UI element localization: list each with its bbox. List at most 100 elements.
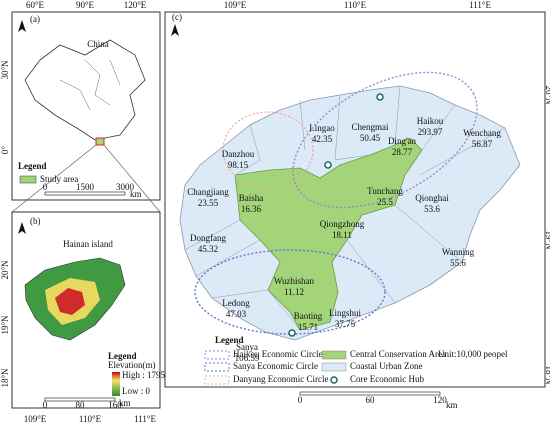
- danyang-economic-circle: [222, 111, 314, 189]
- county-value: 293.97: [418, 127, 443, 137]
- county-name: Changjiang: [187, 187, 229, 197]
- unit-note: Unit:10,000 peopel: [438, 349, 508, 359]
- lon-tick: 109°E: [224, 0, 247, 10]
- legend-item: Central Conservation Area: [350, 349, 446, 359]
- county-name: Chengmai: [352, 122, 389, 132]
- scale-tick: 60: [366, 395, 376, 405]
- scale-unit: km: [446, 400, 458, 410]
- legend-low: Low : 0: [122, 386, 150, 396]
- county-value: 56.87: [472, 139, 493, 149]
- hub: [376, 93, 384, 101]
- lat-tick: 20°N: [0, 260, 10, 280]
- legend-swatch: [204, 375, 230, 385]
- china-outline: [24, 39, 146, 141]
- scale-tick: 80: [76, 400, 86, 410]
- scale-tick: 0: [43, 182, 48, 192]
- county-name: Baoting: [294, 311, 323, 321]
- panel-label: (b): [30, 216, 41, 226]
- lat-tick: 18°N: [544, 365, 550, 385]
- haikou-economic-circle: [292, 71, 478, 209]
- lon-tick: 111°E: [469, 0, 491, 10]
- county-value: 16.36: [241, 204, 262, 214]
- legend-item: Haikou Economic Circle: [233, 349, 322, 359]
- central-conservation-area: [234, 137, 423, 331]
- legend-swatch: [19, 175, 37, 184]
- county-value: 50.45: [360, 133, 381, 143]
- scale-tick: 0: [43, 400, 48, 410]
- lon-tick: 110°E: [344, 0, 367, 10]
- north-arrow: [18, 20, 26, 32]
- county-value: 25.5: [377, 197, 393, 207]
- lat-tick: 30°N: [0, 60, 10, 80]
- legend-item: Study area: [40, 174, 78, 184]
- county-name: Dongfang: [190, 233, 226, 243]
- panel-label: (a): [30, 14, 40, 24]
- scale-tick: 3000: [116, 182, 135, 192]
- county-name: Haikou: [417, 116, 444, 126]
- lat-tick: 19°N: [0, 315, 10, 335]
- lat-tick: 0°: [0, 146, 10, 155]
- legend-item: Danyang Economic Circle: [233, 374, 328, 384]
- labels: (a) China 60°E 90°E 120°E 30°N 0° Legend Study a…: [0, 0, 550, 424]
- county-name: Lingao: [309, 123, 335, 133]
- county-value: 18.11: [332, 230, 352, 240]
- hub: [324, 161, 332, 169]
- panel-label: (c): [172, 12, 182, 22]
- county-name: Baisha: [239, 193, 264, 203]
- elevation-high: [55, 288, 85, 315]
- county-name: Ledong: [222, 298, 250, 308]
- county-name: Tunchang: [367, 186, 403, 196]
- legend-swatch: [204, 362, 230, 372]
- scale-tick: 160: [108, 400, 122, 410]
- core-hubs: [288, 93, 384, 337]
- county-value: 106.59: [235, 353, 260, 363]
- county-value: 42.35: [312, 134, 333, 144]
- county-value: 15.71: [298, 322, 318, 332]
- county-name: Qiongzhong: [320, 219, 365, 229]
- lon-tick: 90°E: [76, 0, 95, 10]
- county-value: 53.6: [424, 204, 440, 214]
- legend-swatch: [321, 350, 347, 360]
- lon-tick: 120°E: [124, 0, 147, 10]
- lon-tick: 110°E: [79, 414, 102, 424]
- county-name: Ding'an: [388, 136, 417, 146]
- panel-b-frame: [11, 211, 161, 409]
- county-value: 47.03: [226, 309, 247, 319]
- legend-title: Legend: [215, 335, 244, 345]
- county-value: 28.77: [392, 147, 413, 157]
- legend-swatch: [321, 362, 347, 372]
- lon-tick: 109°E: [24, 414, 47, 424]
- panel-title: China: [87, 39, 109, 49]
- panel-title: Hainan island: [63, 239, 113, 249]
- county-name: Danzhou: [222, 149, 255, 159]
- scale-tick: 120: [433, 395, 447, 405]
- panel-a-frame: [11, 11, 161, 201]
- hub: [288, 329, 296, 337]
- county-value: 55.6: [450, 258, 466, 268]
- sanya-economic-circle: [194, 249, 386, 335]
- study-area-box: [95, 137, 105, 146]
- scale-tick: 0: [298, 395, 303, 405]
- inset-line: [103, 144, 161, 213]
- elevation-ramp: [112, 372, 120, 396]
- legend-title: Legend: [108, 351, 137, 361]
- lat-tick: 20°N: [544, 85, 550, 105]
- county-name: Sanya: [236, 342, 258, 352]
- legend-high: High : 1795: [122, 370, 166, 380]
- legend-item: Core Economic Hub: [350, 374, 424, 384]
- panel-c-frame: [164, 11, 546, 388]
- scale-bar: [299, 391, 441, 396]
- county-name: Wuzhishan: [274, 276, 315, 286]
- lon-tick: 60°E: [26, 0, 45, 10]
- north-arrow: [18, 222, 26, 234]
- county-value: 23.55: [198, 198, 219, 208]
- scale-unit: km: [130, 189, 142, 199]
- county-value: 11.12: [284, 287, 304, 297]
- lat-tick: 19°N: [544, 230, 550, 250]
- county-name: Lingshui: [329, 308, 362, 318]
- county-value: 98.15: [228, 160, 249, 170]
- scale-bar: [44, 397, 116, 402]
- county-value: 45.32: [198, 244, 218, 254]
- county-name: Wenchang: [463, 128, 501, 138]
